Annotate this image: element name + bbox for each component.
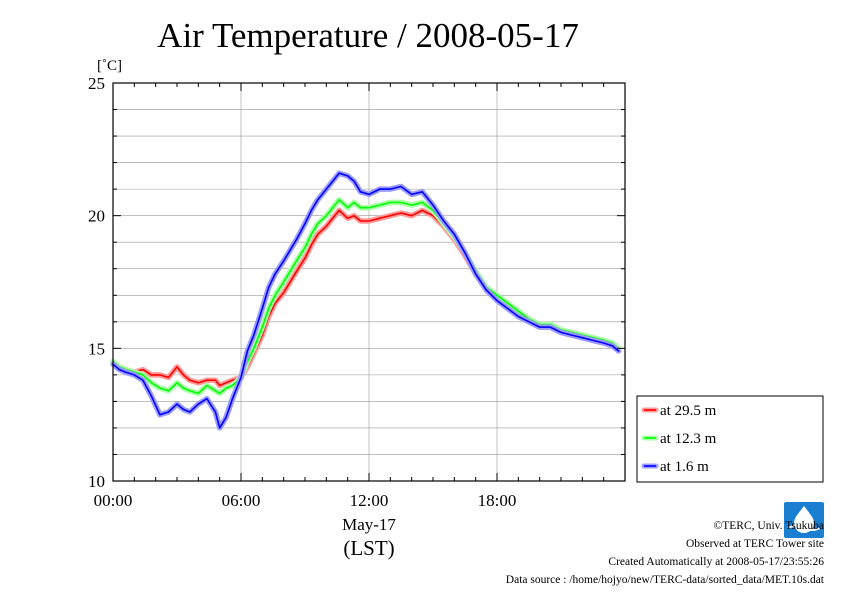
series-lines [110,170,622,431]
legend: at 29.5 m at 12.3 m at 1.6 m [636,395,824,483]
y-tick-label: 15 [88,339,105,358]
grid [113,83,625,481]
series-line [112,198,620,395]
y-tick-label: 10 [88,472,105,491]
series-line [112,172,620,429]
series-halo [110,207,622,389]
legend-label: at 29.5 m [660,403,717,419]
chart-title: Air Temperature / 2008-05-17 [157,16,579,55]
footer-copyright: ©TERC, Univ. Tsukuba [713,520,824,532]
y-tick-label: 25 [88,74,105,93]
x-date-label: May-17 [342,515,396,534]
series-line [112,209,620,387]
terc-logo [784,502,824,538]
y-unit-label: [˚C] [97,58,122,74]
legend-label: at 1.6 m [660,459,709,475]
footer-created: Created Automatically at 2008-05-17/23:5… [608,556,824,568]
x-axis-label: (LST) [343,536,394,560]
legend-box [636,395,824,483]
footer-source: Data source : /home/hojyo/new/TERC-data/… [505,574,824,586]
footer-observed: Observed at TERC Tower site [685,538,824,550]
y-tick-label: 20 [88,207,105,226]
series-halo [110,196,622,397]
x-tick-label: 12:00 [350,491,389,510]
x-tick-label: 18:00 [478,491,517,510]
legend-label: at 12.3 m [660,431,717,447]
x-tick-label: 00:00 [94,491,133,510]
x-tick-label: 06:00 [222,491,261,510]
axes: 10 15 20 25 00:00 06:00 12:00 18:00 [88,74,626,510]
